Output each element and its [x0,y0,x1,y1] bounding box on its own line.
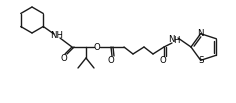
Text: N: N [168,35,174,43]
Text: NH: NH [51,32,63,40]
Text: H: H [173,36,179,44]
Text: O: O [61,53,67,63]
Text: O: O [108,56,114,64]
Text: O: O [160,56,166,64]
Text: S: S [198,56,203,65]
Text: N: N [198,29,204,38]
Text: O: O [94,43,100,52]
